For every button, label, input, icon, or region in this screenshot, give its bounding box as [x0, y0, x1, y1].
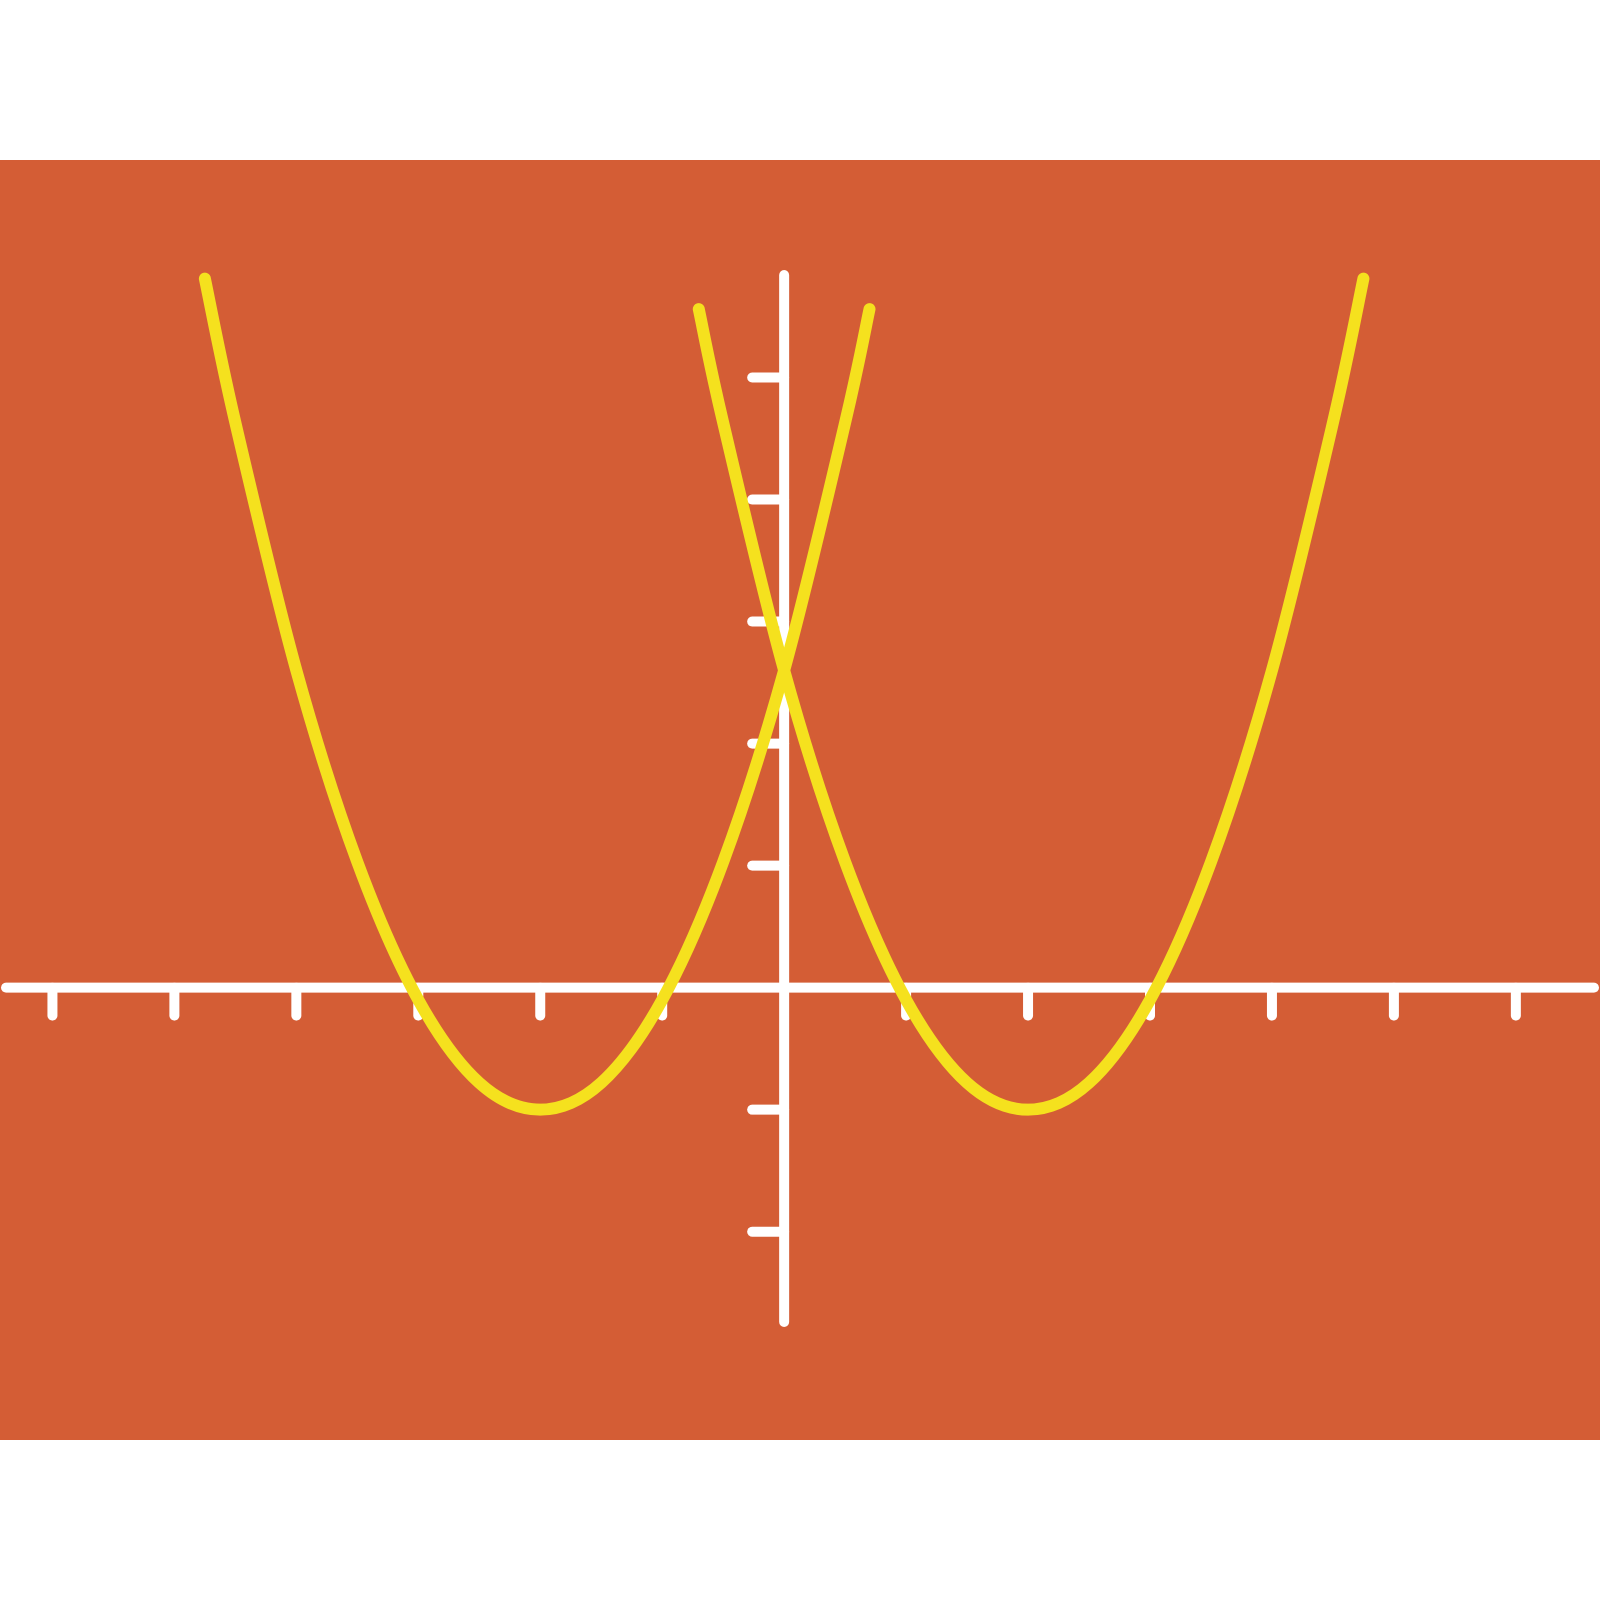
- curve: [692, 272, 1370, 1116]
- plot-background: [0, 160, 1600, 1440]
